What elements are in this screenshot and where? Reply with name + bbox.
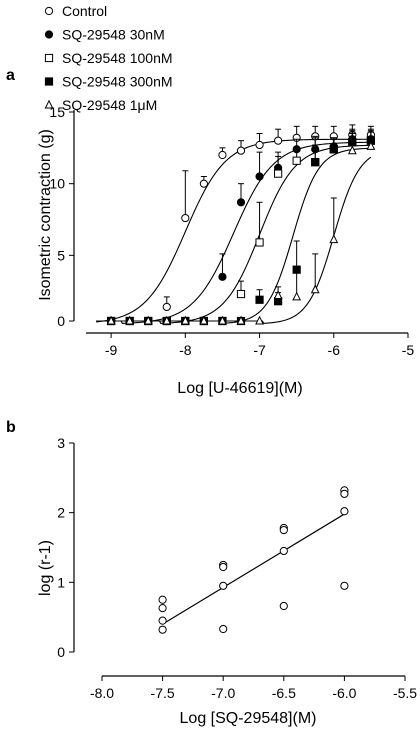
- legend-marker-4: [44, 99, 54, 109]
- panel-a-x-axis-label: Log [U-46619](M): [177, 380, 302, 397]
- panel-a-point-4: [236, 315, 246, 325]
- panel-a-point-0: [274, 136, 283, 145]
- panel-a-point-4: [347, 145, 357, 155]
- panel-a-x-tick-label: -8: [179, 342, 192, 358]
- panel-b-point: [279, 546, 288, 556]
- panel-a-point-4: [125, 315, 135, 325]
- panel-a-point-0: [236, 146, 246, 155]
- panel-b-plot: 0 1 2 3 -8.0 -7.5 -7.0 -6.5 -6.0 -5.5: [57, 435, 417, 701]
- legend-label-2: SQ-29548 100nM: [62, 50, 173, 66]
- panel-a-y-axis-label: Isometric contraction (g): [37, 129, 54, 301]
- panel-a-y-tick-label: 0: [57, 313, 65, 329]
- panel-a-x-tick-label: -5: [402, 342, 415, 358]
- panel-a-point-4: [292, 291, 302, 301]
- panel-a-point-2: [292, 156, 301, 165]
- panel-a-point-1: [218, 272, 227, 281]
- panel-b-x-tick-label: -7.0: [211, 685, 235, 701]
- panel-b-point: [340, 507, 349, 516]
- panel-a-point-1: [255, 172, 264, 181]
- legend: Control SQ-29548 30nM SQ-29548 100nM SQ-295…: [44, 3, 173, 113]
- legend-marker-1: [44, 30, 54, 39]
- panel-a-y-tick-label: 5: [57, 247, 65, 263]
- panel-a-point-4: [143, 315, 153, 325]
- panel-a-x-tick-label: -9: [105, 342, 118, 358]
- panel-b-y-tick-label: 1: [57, 574, 65, 590]
- legend-label-1: SQ-29548 30nM: [62, 27, 165, 43]
- panel-b-point: [158, 616, 167, 625]
- panel-a-point-4: [106, 315, 116, 325]
- panel-b-x-tick-label: -7.5: [151, 685, 175, 701]
- panel-b-x-tick-label: -5.5: [393, 685, 417, 701]
- panel-a-fit-curve-3: [96, 147, 371, 324]
- panel-a-point-0: [255, 140, 264, 150]
- panel-b-y-tick-label: 2: [57, 505, 65, 521]
- panel-b-point: [279, 601, 288, 611]
- panel-b-x-tick-label: -8.0: [90, 685, 114, 701]
- panel-b-point: [340, 489, 349, 498]
- panel-a-fit-curve-0: [96, 138, 371, 323]
- panel-a-point-3: [311, 158, 320, 167]
- panel-a-point-2: [274, 169, 283, 178]
- panel-a-fit-curve-1: [96, 141, 371, 324]
- panel-a-point-4: [162, 315, 172, 325]
- panel-a-point-4: [255, 315, 264, 325]
- panel-a-y-tick-label: 10: [49, 176, 65, 192]
- panel-b-point: [158, 625, 167, 634]
- panel-a-plot: 0 5 10 15 -9 -8 -7 -6 -5: [49, 104, 414, 358]
- panel-a-x-tick-label: -6: [328, 342, 341, 358]
- panel-b-point: [279, 525, 288, 535]
- panel-a-point-4: [180, 315, 190, 325]
- panel-a-point-4: [329, 234, 339, 244]
- legend-marker-2: [44, 53, 54, 63]
- panel-a-point-2: [255, 238, 264, 247]
- legend-label-3: SQ-29548 300nM: [62, 74, 173, 90]
- panel-b-y-axis-label: log (r-1): [37, 540, 54, 596]
- panel-b-x-axis-label: Log [SQ-29548](M): [180, 710, 317, 727]
- legend-label-4: SQ-29548 1μM: [62, 97, 157, 113]
- legend-marker-0: [44, 6, 54, 16]
- panel-b-point: [219, 562, 228, 572]
- panel-b-y-tick-label: 0: [57, 644, 65, 660]
- panel-b-label: b: [6, 419, 16, 436]
- panel-a-point-4: [310, 284, 320, 294]
- panel-b-y-tick-label: 3: [57, 435, 65, 451]
- panel-a-point-3: [329, 145, 338, 154]
- panel-a-point-0: [199, 179, 208, 188]
- panel-a-point-4: [218, 315, 227, 325]
- panel-a-point-4: [366, 141, 376, 150]
- panel-b-point: [158, 595, 167, 604]
- legend-marker-3: [44, 77, 54, 86]
- panel-a-y-tick-label: 15: [49, 104, 65, 120]
- panel-a-point-0: [218, 150, 227, 160]
- panel-a-point-4: [199, 315, 209, 325]
- panel-b-point: [219, 581, 228, 590]
- panel-b-regression-line: [162, 513, 345, 625]
- panel-b-x-tick-label: -6.5: [272, 685, 296, 701]
- panel-a-point-0: [162, 302, 171, 312]
- legend-label-0: Control: [62, 3, 107, 19]
- panel-a-point-0: [181, 213, 190, 223]
- panel-a-point-3: [255, 295, 264, 304]
- panel-a-point-4: [273, 290, 283, 299]
- panel-a-x-tick-label: -7: [253, 342, 266, 358]
- panel-b-x-tick-label: -6.0: [332, 685, 356, 701]
- panel-a-point-2: [236, 289, 246, 299]
- panel-b-point: [340, 581, 349, 590]
- panel-b-point: [158, 604, 167, 613]
- panel-b-point: [219, 624, 228, 634]
- panel-a-point-1: [236, 198, 246, 207]
- panel-a-fit-curve-4: [96, 156, 372, 324]
- panel-a-label: a: [6, 67, 15, 84]
